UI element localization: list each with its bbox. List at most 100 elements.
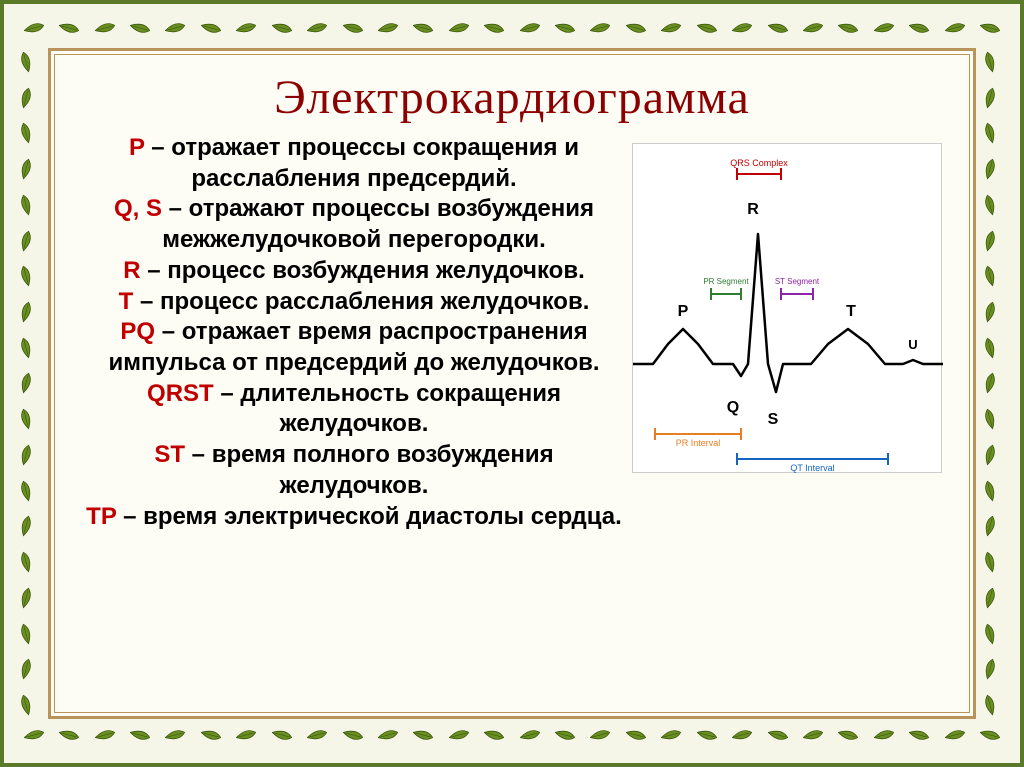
leaf-icon [16, 622, 36, 646]
leaf-icon [413, 16, 433, 40]
leaf-icon [201, 16, 221, 40]
leaf-icon [590, 16, 610, 40]
definition-item: QRST – длительность сокращения желудочко… [82, 379, 626, 440]
leaf-icon [590, 723, 610, 747]
leaf-icon [874, 723, 894, 747]
outer-border: Электрокардиограмма P – отражает процесс… [0, 0, 1024, 767]
leaf-icon [945, 16, 965, 40]
leaf-icon [661, 16, 681, 40]
content-area: Электрокардиограмма P – отражает процесс… [62, 62, 962, 705]
leaf-icon [980, 121, 1000, 145]
definition-item: T – процесс расслабления желудочков. [82, 287, 626, 318]
leaf-icon [909, 16, 929, 40]
definition-term: PQ [120, 318, 155, 345]
leaf-icon [95, 16, 115, 40]
leaf-icon [661, 723, 681, 747]
leaf-icon [59, 16, 79, 40]
leaf-icon [272, 723, 292, 747]
definition-item: TP – время электрической диастолы сердца… [82, 502, 626, 533]
definition-desc: – процесс возбуждения желудочков. [141, 257, 585, 284]
leaf-icon [95, 723, 115, 747]
svg-text:QRS Complex: QRS Complex [730, 158, 788, 168]
definition-desc: – время электрической диастолы сердца. [116, 503, 621, 530]
leaf-icon [555, 16, 575, 40]
leaf-icon [378, 723, 398, 747]
leaf-icon [626, 723, 646, 747]
svg-text:Q: Q [727, 399, 739, 416]
page-title: Электрокардиограмма [82, 70, 942, 125]
svg-text:R: R [747, 201, 759, 218]
leaf-icon [16, 336, 36, 360]
leaf-icon [980, 514, 1000, 538]
leaf-icon [16, 479, 36, 503]
leaf-icon [16, 550, 36, 574]
leaf-icon [24, 723, 44, 747]
leaf-icon [980, 264, 1000, 288]
leaf-icon [130, 723, 150, 747]
leaf-icon [838, 723, 858, 747]
definition-desc: – отражают процессы возбуждения межжелуд… [162, 195, 594, 253]
leaf-icon [16, 514, 36, 538]
leaf-icon [484, 16, 504, 40]
leaf-icon [343, 16, 363, 40]
definition-term: R [123, 257, 140, 284]
svg-text:PR Interval: PR Interval [676, 438, 721, 448]
svg-text:P: P [678, 303, 689, 320]
leaf-icon [449, 723, 469, 747]
leaf-icon [165, 16, 185, 40]
leaf-icon [768, 16, 788, 40]
leaf-icon [520, 16, 540, 40]
definition-desc: – отражает время распространения импульс… [108, 318, 599, 376]
leaf-icon [16, 121, 36, 145]
definition-term: T [119, 288, 134, 315]
svg-text:PR Segment: PR Segment [703, 277, 749, 286]
definition-term: P [129, 134, 145, 161]
leaf-icon [16, 193, 36, 217]
definition-item: Q, S – отражают процессы возбуждения меж… [82, 194, 626, 255]
definition-item: R – процесс возбуждения желудочков. [82, 256, 626, 287]
leaf-icon [768, 723, 788, 747]
leaf-icon [16, 157, 36, 181]
definition-term: ST [154, 441, 185, 468]
leaf-icon [838, 16, 858, 40]
definition-term: TP [86, 503, 116, 530]
definition-item: PQ – отражает время распространения импу… [82, 317, 626, 378]
definition-desc: – длительность сокращения желудочков. [214, 380, 561, 438]
definition-item: ST – время полного возбуждения желудочко… [82, 440, 626, 501]
leaf-icon [980, 157, 1000, 181]
svg-text:S: S [768, 411, 779, 428]
leaf-icon [980, 723, 1000, 747]
leaf-icon [980, 50, 1000, 74]
leaf-icon [59, 723, 79, 747]
leaf-icon [16, 407, 36, 431]
leaf-icon [449, 16, 469, 40]
definition-desc: – время полного возбуждения желудочков. [185, 441, 554, 499]
leaf-icon [909, 723, 929, 747]
leaf-icon [980, 86, 1000, 110]
definition-term: Q, S [114, 195, 162, 222]
leaf-icon [165, 723, 185, 747]
leaf-icon [16, 586, 36, 610]
svg-text:ST Segment: ST Segment [775, 277, 820, 286]
leaf-icon [626, 16, 646, 40]
leaf-icon [980, 371, 1000, 395]
leaf-icon [378, 16, 398, 40]
leaf-icon [980, 479, 1000, 503]
leaf-icon [697, 723, 717, 747]
leaf-icon [307, 16, 327, 40]
definition-desc: – отражает процессы сокращения и расслаб… [145, 134, 579, 192]
leaf-icon [307, 723, 327, 747]
svg-text:QT Interval: QT Interval [790, 463, 834, 473]
leaf-icon [272, 16, 292, 40]
leaf-icon [980, 622, 1000, 646]
leaf-icon [520, 723, 540, 747]
svg-text:U: U [908, 337, 917, 352]
leaf-icon [16, 264, 36, 288]
leaf-icon [24, 16, 44, 40]
leaf-icon [413, 723, 433, 747]
leaf-icon [732, 723, 752, 747]
leaf-icon [980, 550, 1000, 574]
leaf-icon [697, 16, 717, 40]
leaf-icon [945, 723, 965, 747]
leaf-icon [16, 371, 36, 395]
